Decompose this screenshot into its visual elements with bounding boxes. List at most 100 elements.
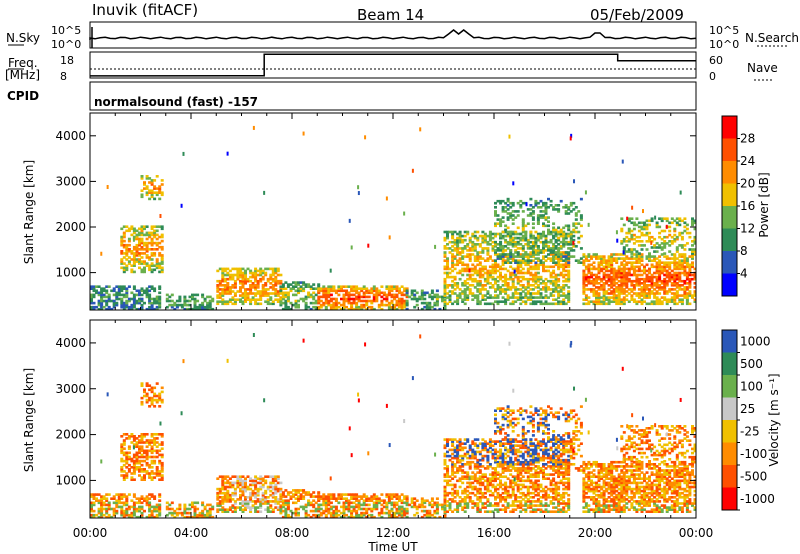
power-cell [443,284,447,287]
power-cell [621,159,624,164]
power-cell [542,257,545,260]
power-cell [135,260,139,263]
velocity-cell [145,382,149,385]
power-cell [552,290,556,293]
velocity-cell [271,510,275,513]
power-cell [559,245,563,248]
velocity-cell [173,515,177,519]
power-cell [329,293,333,297]
nave-label: Nave [747,61,778,75]
power-cell [259,279,263,283]
velocity-cell [254,500,258,503]
velocity-cell [160,433,164,436]
velocity-cell [191,501,194,505]
power-cell [385,303,389,307]
power-cell [140,260,144,263]
power-cell [201,303,205,307]
velocity-cell [264,496,268,499]
velocity-cell [117,501,121,505]
power-cell [302,281,306,284]
power-cell [382,293,386,297]
power-cell [357,293,361,297]
velocity-cell [122,474,126,477]
velocity-cell [249,491,253,495]
velocity-cell [256,493,260,497]
power-cell [675,286,679,289]
power-cell [673,277,677,281]
power-cell [562,265,566,269]
velocity-cell [120,474,124,477]
power-cell [249,269,253,273]
power-cell [597,267,601,271]
velocity-cell [112,497,116,500]
power-cell [544,206,548,209]
power-cell [554,263,558,267]
power-cell [322,303,326,307]
power-cell [559,286,563,289]
power-cell [461,269,465,273]
power-cell [637,255,641,258]
velocity-cell [165,513,169,517]
power-cell [539,261,543,264]
power-cell [509,288,513,291]
velocity-cell [150,386,154,390]
power-cell [241,275,245,279]
velocity-cell [342,509,346,513]
velocity-cell [312,503,316,507]
power-cell [481,286,485,289]
velocity-cell [375,499,379,502]
power-cell [542,234,545,238]
power-cell [625,257,629,260]
power-cell [567,255,571,258]
velocity-cell [370,497,374,500]
power-cell [122,252,126,255]
power-cell [526,296,530,299]
power-cell [557,226,561,230]
power-cell [122,266,126,270]
power-cell [297,283,300,286]
power-cell [324,297,328,301]
power-cell [494,282,497,285]
power-cell [259,294,263,297]
power-cell [562,236,566,240]
power-cell [125,252,129,255]
power-cell [620,267,624,271]
power-cell [519,288,523,291]
power-cell [564,206,568,209]
velocity-cell [143,388,146,392]
power-cell [673,227,677,231]
power-cell [504,284,508,287]
power-cell [132,285,136,288]
velocity-cell [239,487,242,491]
power-cell [148,307,152,311]
power-cell [249,271,253,275]
power-cell [605,269,609,273]
power-cell [261,284,265,287]
power-cell [506,255,510,258]
power-cell [491,277,495,281]
power-cell [443,265,447,269]
velocity-cell [387,495,391,498]
power-cell [132,301,136,305]
power-cell [643,223,646,227]
power-cell [150,191,154,194]
power-cell [499,243,503,246]
power-cell [531,284,535,287]
power-cell [569,204,573,207]
power-cell [120,252,124,255]
velocity-cell [231,506,235,509]
power-cell [610,265,614,269]
power-cell [567,240,571,244]
velocity-cell [150,433,154,436]
power-cell [675,267,679,271]
velocity-cell [360,503,364,507]
velocity-cell [329,497,333,500]
power-cell [564,261,568,264]
power-cell [549,271,553,275]
power-cell [241,277,245,281]
power-cell [602,265,606,269]
power-cell [276,279,280,283]
power-cell [256,282,260,285]
velocity-cell [327,501,331,505]
